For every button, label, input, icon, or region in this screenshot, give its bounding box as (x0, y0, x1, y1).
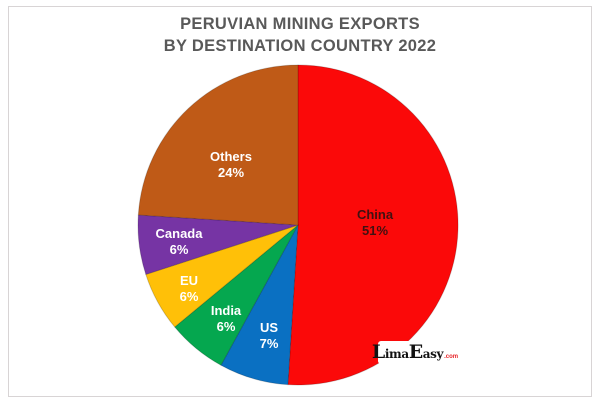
chart-title-line2: BY DESTINATION COUNTRY 2022 (163, 37, 437, 55)
chart-title: PERUVIAN MINING EXPORTS BY DESTINATION C… (0, 13, 600, 57)
logo-word-easy: Easy (408, 340, 444, 363)
pie-slice-others (137, 64, 299, 226)
chart-title-line1: PERUVIAN MINING EXPORTS (180, 15, 420, 33)
logo-word-lima: Lima (371, 340, 409, 363)
pie-slice-china (287, 64, 459, 386)
logo-suffix: .com (444, 354, 459, 360)
pie-slice-us (220, 224, 299, 386)
pie-slice-eu (145, 224, 299, 328)
pie-slice-india (174, 224, 299, 366)
pie-slice-canada (137, 214, 299, 275)
limaeasy-watermark: Lima Easy .com (372, 340, 458, 364)
